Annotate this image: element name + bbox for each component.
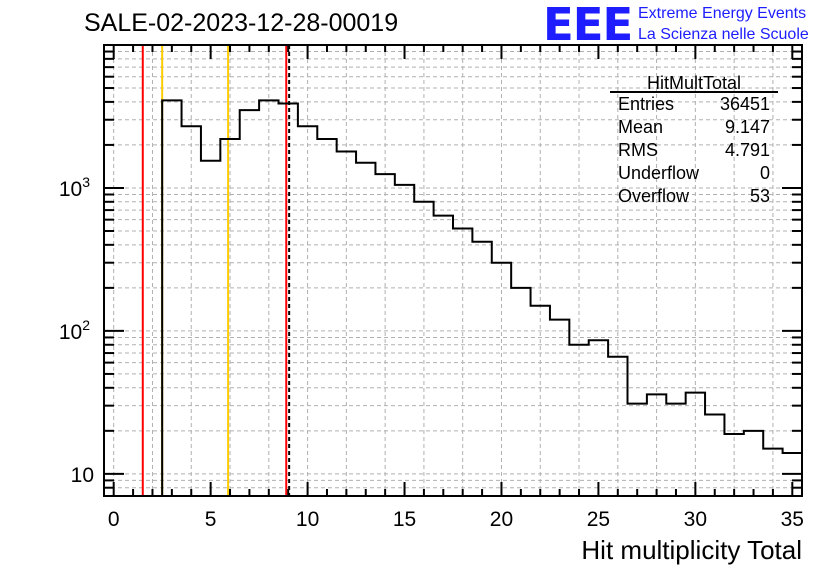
x-tick-labels: 0 5 10 15 20 25 30 35 bbox=[108, 508, 804, 531]
stats-row-value: 9.147 bbox=[725, 117, 770, 137]
stats-row-value: 4.791 bbox=[725, 140, 770, 160]
axis-ticks bbox=[104, 45, 802, 497]
y-tick-label: 102 bbox=[59, 317, 90, 344]
x-tick-label: 15 bbox=[393, 508, 416, 531]
stats-row-value: 0 bbox=[760, 163, 770, 183]
stats-row-value: 53 bbox=[750, 186, 770, 206]
stats-row-label: Mean bbox=[618, 117, 663, 137]
logo-text-line1: Extreme Energy Events bbox=[638, 5, 807, 22]
stats-row-value: 36451 bbox=[720, 94, 770, 114]
marker-lines bbox=[141, 45, 291, 496]
x-tick-label: 20 bbox=[490, 508, 513, 531]
stats-row-label: Underflow bbox=[618, 163, 700, 183]
stats-box: HitMultTotal Entries 36451 Mean 9.147 RMS 4.7… bbox=[610, 73, 778, 206]
stats-row-label: RMS bbox=[618, 140, 658, 160]
x-tick-label: 10 bbox=[296, 508, 319, 531]
histogram-series bbox=[161, 99, 802, 496]
x-tick-label: 35 bbox=[781, 508, 804, 531]
x-tick-label: 25 bbox=[587, 508, 610, 531]
plot-frame bbox=[103, 44, 803, 497]
y-tick-labels: 10 102 103 bbox=[59, 174, 94, 487]
x-tick-label: 5 bbox=[205, 508, 217, 531]
plot-title: SALE-02-2023-12-28-00019 bbox=[84, 9, 399, 37]
logo-mark: EEE bbox=[543, 0, 633, 51]
x-tick-label: 0 bbox=[108, 508, 120, 531]
y-tick-label: 103 bbox=[59, 174, 90, 201]
x-axis-label: Hit multiplicity Total bbox=[581, 535, 802, 565]
y-tick-label: 10 bbox=[71, 464, 94, 487]
stats-row-label: Entries bbox=[618, 94, 674, 114]
eee-logo: EEE Extreme Energy Events La Scienza nel… bbox=[543, 0, 836, 51]
x-tick-label: 30 bbox=[684, 508, 707, 531]
stats-row-label: Overflow bbox=[618, 186, 690, 206]
grid-lines bbox=[104, 45, 802, 497]
stats-box-title: HitMultTotal bbox=[647, 73, 741, 93]
logo-text-line2: La Scienza nelle Scuole bbox=[638, 26, 809, 43]
